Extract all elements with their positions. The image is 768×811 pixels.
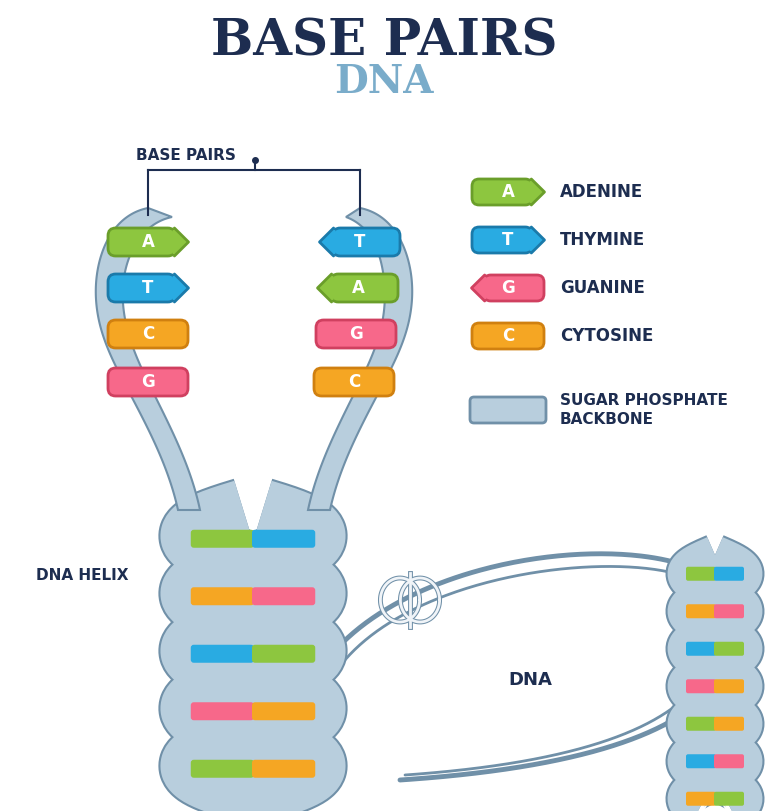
Text: T: T <box>502 231 514 249</box>
FancyBboxPatch shape <box>714 754 744 768</box>
Text: A: A <box>352 279 365 297</box>
Text: C: C <box>502 327 514 345</box>
FancyBboxPatch shape <box>529 229 533 251</box>
FancyBboxPatch shape <box>330 274 398 302</box>
FancyBboxPatch shape <box>190 587 254 605</box>
Text: A: A <box>141 233 154 251</box>
FancyBboxPatch shape <box>714 604 744 618</box>
Polygon shape <box>96 208 200 510</box>
FancyBboxPatch shape <box>252 702 315 720</box>
Text: CYTOSINE: CYTOSINE <box>560 327 654 345</box>
Polygon shape <box>174 228 188 256</box>
Text: G: G <box>502 279 515 297</box>
FancyBboxPatch shape <box>714 567 744 581</box>
Polygon shape <box>317 273 332 303</box>
Text: THYMINE: THYMINE <box>560 231 645 249</box>
FancyBboxPatch shape <box>329 276 333 300</box>
FancyBboxPatch shape <box>252 530 315 547</box>
Text: T: T <box>142 279 154 297</box>
FancyBboxPatch shape <box>108 228 175 256</box>
Text: GUANINE: GUANINE <box>560 279 645 297</box>
Text: DNA HELIX: DNA HELIX <box>36 568 128 582</box>
FancyBboxPatch shape <box>472 179 532 205</box>
FancyBboxPatch shape <box>316 320 396 348</box>
FancyBboxPatch shape <box>714 717 744 731</box>
FancyBboxPatch shape <box>190 530 254 547</box>
FancyBboxPatch shape <box>190 702 254 720</box>
FancyBboxPatch shape <box>714 680 744 693</box>
FancyBboxPatch shape <box>190 645 254 663</box>
FancyBboxPatch shape <box>686 642 716 656</box>
FancyBboxPatch shape <box>333 228 400 256</box>
Text: BASE PAIRS: BASE PAIRS <box>210 18 558 67</box>
FancyBboxPatch shape <box>714 792 744 806</box>
Text: BASE PAIRS: BASE PAIRS <box>136 148 236 162</box>
FancyBboxPatch shape <box>252 587 315 605</box>
FancyBboxPatch shape <box>484 275 544 301</box>
Text: C: C <box>142 325 154 343</box>
Polygon shape <box>531 178 545 205</box>
Polygon shape <box>531 226 545 254</box>
FancyBboxPatch shape <box>470 397 546 423</box>
FancyBboxPatch shape <box>686 792 716 806</box>
Text: C: C <box>348 373 360 391</box>
FancyBboxPatch shape <box>252 645 315 663</box>
FancyBboxPatch shape <box>529 181 533 203</box>
Text: G: G <box>141 373 155 391</box>
FancyBboxPatch shape <box>314 368 394 396</box>
Text: T: T <box>354 233 366 251</box>
FancyBboxPatch shape <box>686 717 716 731</box>
Polygon shape <box>174 273 188 303</box>
FancyBboxPatch shape <box>108 368 188 396</box>
FancyBboxPatch shape <box>686 754 716 768</box>
FancyBboxPatch shape <box>172 230 177 254</box>
Text: G: G <box>349 325 362 343</box>
FancyBboxPatch shape <box>686 604 716 618</box>
FancyBboxPatch shape <box>472 227 532 253</box>
Text: A: A <box>502 183 515 201</box>
FancyBboxPatch shape <box>686 567 716 581</box>
Polygon shape <box>472 274 485 302</box>
Text: DNA: DNA <box>334 63 434 101</box>
FancyBboxPatch shape <box>252 760 315 778</box>
Text: SUGAR PHOSPHATE
BACKBONE: SUGAR PHOSPHATE BACKBONE <box>560 393 728 427</box>
FancyBboxPatch shape <box>108 274 175 302</box>
Polygon shape <box>319 228 333 256</box>
FancyBboxPatch shape <box>483 277 487 299</box>
FancyBboxPatch shape <box>472 323 544 349</box>
FancyBboxPatch shape <box>714 642 744 656</box>
Text: DNA: DNA <box>508 671 552 689</box>
FancyBboxPatch shape <box>108 320 188 348</box>
FancyBboxPatch shape <box>332 230 336 254</box>
FancyBboxPatch shape <box>686 680 716 693</box>
FancyBboxPatch shape <box>172 276 177 300</box>
Polygon shape <box>308 208 412 510</box>
FancyBboxPatch shape <box>190 760 254 778</box>
Text: ADENINE: ADENINE <box>560 183 644 201</box>
